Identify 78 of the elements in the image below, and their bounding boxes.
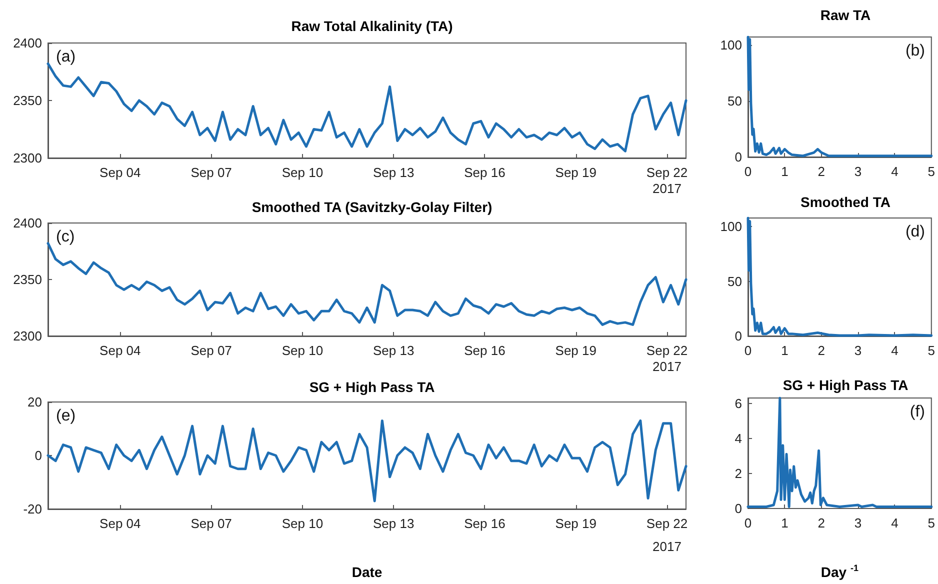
x-tick-label: 3 [854, 516, 862, 530]
x-tick-label: Sep 07 [190, 516, 232, 531]
x-tick-label: Sep 07 [190, 343, 232, 358]
annotation: (b) [905, 42, 926, 60]
x-tick-label: Sep 13 [372, 343, 414, 358]
line-series [746, 36, 933, 158]
x-tick-label: Sep 04 [100, 516, 141, 531]
x-tick-label: Sep 19 [555, 343, 596, 358]
x-tick-label: Sep 19 [555, 516, 596, 531]
annotation: (a) [56, 48, 76, 66]
y-tick-label: 0 [734, 328, 742, 344]
x-tick-label: Sep 04 [100, 165, 141, 180]
y-tick-label: 20 [28, 394, 42, 410]
y-tick-label: -20 [23, 502, 42, 516]
y-tick-label: 2300 [13, 328, 42, 344]
chart-title: Raw Total Alkalinity (TA) [291, 18, 453, 34]
x-tick-label: 4 [891, 516, 898, 530]
x-axis-title: Day -1 [820, 563, 858, 580]
x-tick-label: 3 [854, 343, 862, 358]
x-tick-label: 0 [744, 516, 752, 530]
x-tick-label: 1 [781, 164, 788, 179]
x-tick-label: 1 [781, 516, 788, 530]
y-tick-label: 0 [734, 501, 742, 516]
x-tick-label: 3 [854, 164, 862, 179]
y-tick-label: 50 [728, 93, 742, 108]
annotation: (e) [56, 408, 76, 424]
y-tick-label: 2400 [13, 216, 42, 230]
y-tick-label: 6 [734, 396, 742, 411]
x-axis-title: Date [352, 564, 382, 580]
y-tick-label: 2400 [13, 36, 42, 50]
y-tick-label: 100 [720, 219, 742, 234]
x-tick-label: 1 [781, 343, 788, 358]
y-tick-label: 0 [734, 150, 742, 164]
x-tick-label: Sep 22 [646, 165, 688, 180]
x-tick-label: 5 [928, 516, 935, 530]
y-tick-label: 2 [734, 466, 742, 481]
text: 2017 [652, 181, 682, 196]
x-tick-label: 2 [818, 343, 825, 358]
x-tick-label: Sep 16 [464, 165, 506, 180]
x-tick-label: Sep 10 [282, 516, 324, 531]
annotation: (c) [56, 228, 75, 246]
x-tick-label: 2 [818, 516, 825, 530]
chart-title: Smoothed TA [800, 194, 890, 210]
x-tick-label: 4 [891, 164, 898, 179]
x-tick-label: Sep 07 [190, 165, 232, 180]
x-tick-label: 5 [928, 343, 935, 358]
x-tick-label: 0 [744, 164, 752, 179]
x-tick-label: Sep 16 [464, 343, 506, 358]
x-tick-label: Sep 10 [282, 343, 324, 358]
x-tick-label: 5 [928, 164, 935, 179]
y-tick-label: 100 [720, 37, 742, 52]
y-tick-label: 0 [34, 448, 42, 463]
annotation: (d) [905, 224, 926, 240]
chart-title: SG + High Pass TA [782, 377, 908, 393]
text: 2017 [652, 359, 682, 374]
x-tick-label: Sep 19 [555, 165, 596, 180]
annotation: (f) [910, 404, 926, 420]
x-tick-label: Sep 13 [372, 165, 414, 180]
x-tick-label: 4 [891, 343, 898, 358]
y-tick-label: 4 [734, 430, 742, 446]
x-tick-label: Sep 22 [646, 343, 688, 358]
line-series [746, 396, 933, 508]
x-tick-label: Sep 10 [282, 165, 324, 180]
y-tick-label: 2350 [13, 272, 42, 287]
chart-title: Smoothed TA (Savitzky-Golay Filter) [252, 199, 492, 215]
chart-title: SG + High Pass TA [309, 379, 435, 395]
text: 2017 [652, 539, 682, 554]
y-tick-label: 2300 [13, 150, 42, 166]
line-series [746, 216, 933, 337]
x-tick-label: Sep 04 [100, 343, 141, 358]
x-tick-label: Sep 16 [464, 516, 506, 531]
x-tick-label: 0 [744, 343, 752, 358]
x-tick-label: 2 [818, 164, 825, 179]
chart-title: Raw TA [820, 7, 871, 23]
x-tick-label: Sep 13 [372, 516, 414, 531]
y-tick-label: 2350 [13, 93, 42, 108]
y-tick-label: 50 [728, 274, 742, 289]
x-tick-label: Sep 22 [646, 516, 688, 531]
